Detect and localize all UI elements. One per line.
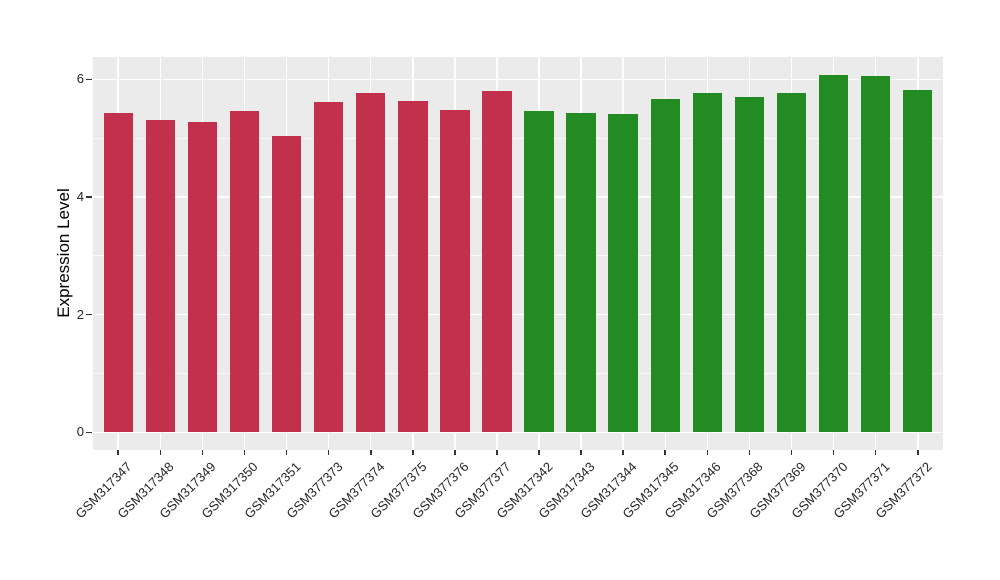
x-axis-tick: [412, 450, 414, 455]
h-gridline-minor: [93, 137, 943, 139]
plot-panel: [93, 57, 943, 450]
y-axis-title: Expression Level: [54, 187, 73, 318]
y-tick-label: 0: [76, 424, 84, 440]
x-axis-tick: [664, 450, 667, 455]
bar-GSM317343: [566, 112, 596, 433]
y-axis-tick: [86, 78, 92, 81]
bar-GSM317350: [229, 110, 260, 433]
x-axis-tick: [117, 450, 120, 455]
x-axis-tick: [327, 450, 330, 455]
bar-GSM317346: [692, 92, 723, 433]
h-gridline-major: [93, 431, 943, 434]
bar-GSM377368: [734, 97, 765, 433]
bar-GSM377377: [482, 91, 512, 433]
y-axis-tick: [86, 431, 92, 434]
bar-GSM377373: [313, 102, 344, 433]
bar-GSM317349: [187, 122, 218, 433]
h-gridline-major: [93, 196, 943, 198]
bar-GSM317345: [650, 98, 680, 433]
x-axis-tick: [538, 450, 540, 455]
h-gridline-minor: [93, 373, 943, 375]
x-axis-tick: [874, 450, 877, 455]
x-axis-tick: [706, 450, 709, 455]
x-axis-tick: [159, 450, 162, 455]
bar-GSM377372: [903, 89, 933, 433]
bar-GSM317344: [608, 114, 638, 433]
bar-GSM377371: [860, 76, 891, 433]
y-axis-tick: [86, 196, 92, 198]
bar-GSM317347: [103, 113, 133, 433]
x-axis-tick: [580, 450, 582, 455]
x-axis-tick: [832, 450, 835, 455]
bar-GSM377375: [398, 101, 428, 433]
y-tick-label: 6: [76, 71, 84, 87]
x-axis-tick: [622, 450, 624, 455]
x-axis-tick: [454, 450, 456, 455]
bar-GSM317348: [145, 119, 176, 433]
x-axis-tick: [369, 450, 372, 455]
bar-GSM317351: [271, 136, 302, 433]
bar-GSM377370: [818, 75, 849, 433]
x-axis-tick: [496, 450, 498, 455]
x-axis-tick: [285, 450, 288, 455]
y-tick-label: 4: [76, 189, 84, 205]
bar-GSM377374: [355, 92, 386, 433]
x-axis-tick: [916, 450, 919, 455]
x-axis-tick: [748, 450, 751, 455]
y-tick-label: 2: [76, 306, 84, 322]
x-axis-tick: [243, 450, 246, 455]
h-gridline-minor: [93, 255, 943, 257]
h-gridline-major: [93, 78, 943, 81]
bar-GSM377376: [440, 109, 470, 433]
x-axis-tick: [201, 450, 204, 455]
x-axis-tick: [790, 450, 793, 455]
y-axis-tick: [86, 313, 92, 316]
h-gridline-major: [93, 313, 943, 316]
bar-GSM377369: [776, 92, 807, 433]
bar-GSM317342: [524, 110, 554, 433]
